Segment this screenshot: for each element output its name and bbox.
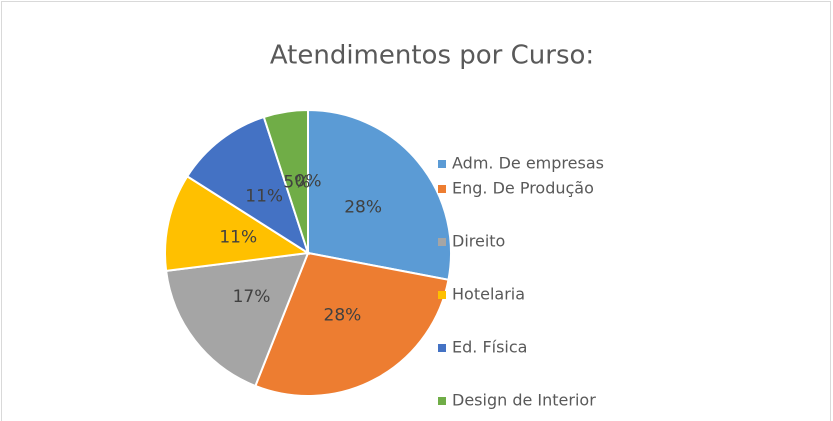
pie-slice — [307, 108, 452, 281]
data-label: 17% — [233, 287, 271, 307]
legend-swatch — [438, 397, 446, 405]
data-label: 11% — [219, 227, 257, 247]
data-label: 11% — [245, 187, 283, 207]
pie-slice — [164, 174, 311, 273]
data-label: 28% — [324, 306, 362, 326]
data-label: 5% — [283, 172, 310, 192]
legend-label: Direito — [452, 232, 505, 251]
legend-label: Eng. De Produção — [452, 179, 594, 198]
pie-slice — [254, 251, 450, 397]
legend-swatch — [438, 291, 446, 299]
legend-label: Design de Interior — [452, 391, 596, 410]
pie-slice — [262, 108, 309, 254]
legend-label: Hotelaria — [452, 285, 525, 304]
data-label: 0% — [295, 172, 322, 192]
legend-swatch — [438, 160, 446, 168]
pie-slice — [185, 115, 310, 256]
chart-title: Atendimentos por Curso: — [270, 41, 594, 71]
data-label: 28% — [344, 197, 382, 217]
legend-swatch — [438, 344, 446, 352]
legend-swatch — [438, 238, 446, 246]
legend-label: Ed. Física — [452, 338, 527, 357]
legend-swatch — [438, 185, 446, 193]
pie-slice — [165, 251, 310, 388]
legend-label: Adm. De empresas — [452, 154, 604, 173]
